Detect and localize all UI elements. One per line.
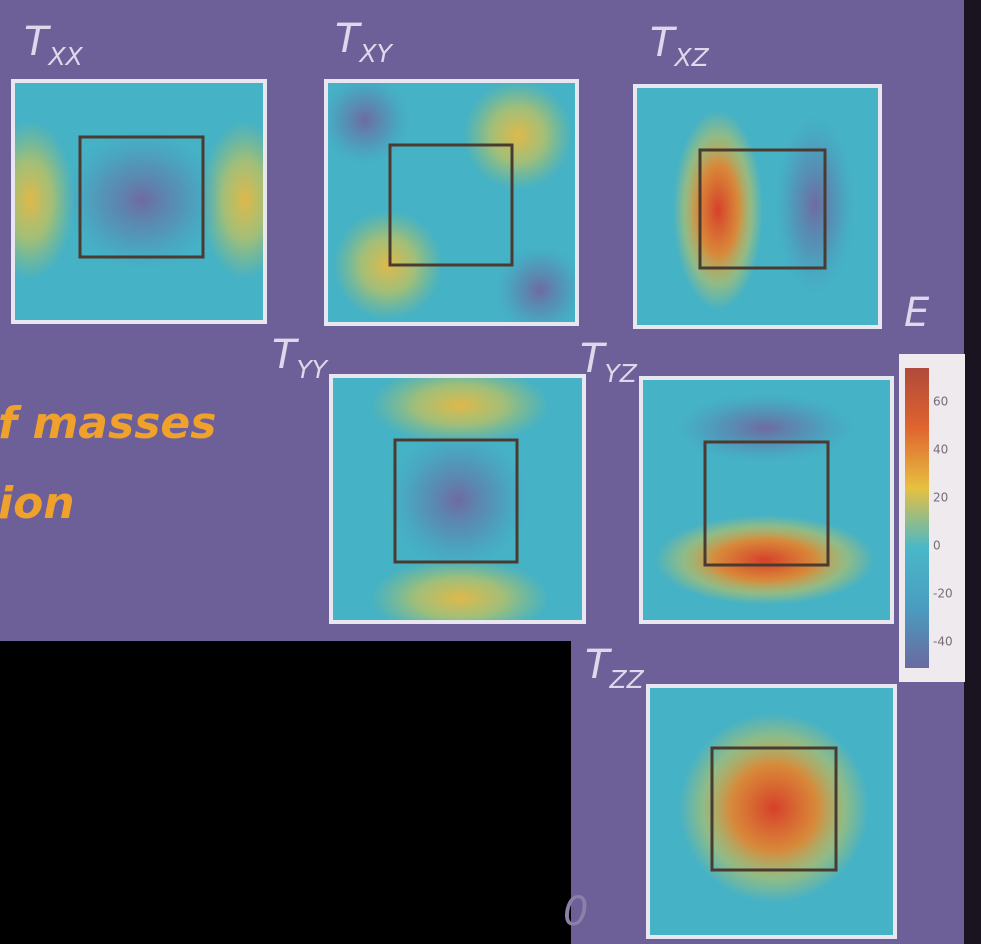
heatmap bbox=[15, 83, 263, 320]
heatmap-panel bbox=[646, 684, 897, 939]
colorbar: E 60 40 20 0 -20 -40 bbox=[899, 290, 965, 682]
label-main: T bbox=[24, 19, 52, 65]
mass-outline bbox=[710, 746, 838, 872]
label-sub: XX bbox=[46, 42, 83, 71]
label-main: T bbox=[585, 642, 613, 688]
edge bbox=[964, 0, 981, 944]
heatmap bbox=[637, 88, 878, 325]
panel-label: TYZ bbox=[580, 336, 638, 388]
colorbar-tick-label: 60 bbox=[933, 395, 948, 409]
slide-text: 0 bbox=[563, 889, 588, 935]
label-sub: XZ bbox=[672, 43, 709, 72]
heatmap-blob bbox=[679, 713, 869, 903]
heatmap-blob bbox=[775, 115, 855, 295]
label-main: T bbox=[580, 336, 608, 382]
heatmap-blob bbox=[15, 120, 75, 280]
panel-label: TZZ bbox=[585, 642, 645, 694]
colorbar-tick-label: 0 bbox=[933, 539, 941, 553]
heatmap-blob bbox=[655, 515, 875, 605]
panel-label: TXX bbox=[24, 19, 84, 71]
mass-outline bbox=[393, 438, 519, 564]
panel-label: TXZ bbox=[650, 20, 710, 72]
heatmap-blob bbox=[328, 83, 410, 165]
heatmap-panel bbox=[324, 79, 579, 326]
mass-outline bbox=[78, 135, 205, 259]
heatmap-panel bbox=[633, 84, 882, 329]
label-sub: YZ bbox=[604, 359, 637, 388]
heatmap-blob bbox=[388, 430, 528, 570]
colorbar-tick-label: -20 bbox=[933, 587, 953, 601]
panels bbox=[11, 79, 897, 939]
heatmap-blob bbox=[673, 110, 763, 310]
heatmap bbox=[643, 380, 890, 620]
heatmap bbox=[328, 83, 575, 322]
heatmap-blob bbox=[62, 130, 222, 270]
colorbar-tick-label: 20 bbox=[933, 491, 948, 505]
colorbar-title: E bbox=[904, 290, 930, 336]
slide-text: ion bbox=[0, 478, 75, 529]
heatmap-blob bbox=[370, 558, 550, 620]
label-sub: XY bbox=[357, 39, 393, 68]
colorbar-ticks: 60 40 20 0 -20 -40 bbox=[933, 395, 953, 649]
heatmap-blob bbox=[370, 378, 550, 445]
panel-label: TXY bbox=[335, 16, 394, 68]
heatmap-blob bbox=[200, 120, 263, 280]
heatmap-blob bbox=[495, 245, 575, 322]
heatmap-panel bbox=[639, 376, 894, 624]
label-sub: YY bbox=[296, 355, 328, 384]
mass-outline bbox=[388, 143, 514, 267]
heatmap-panel bbox=[11, 79, 267, 324]
label-main: T bbox=[650, 20, 678, 66]
heatmap-panel bbox=[329, 374, 586, 624]
label-main: T bbox=[335, 16, 363, 62]
mass-outline bbox=[703, 440, 830, 567]
label-main: T bbox=[272, 332, 300, 378]
heatmap-blob bbox=[463, 83, 573, 190]
heatmap-blob bbox=[333, 210, 443, 320]
colorbar-strip bbox=[905, 368, 929, 668]
heatmap-blob bbox=[675, 393, 855, 463]
heatmap bbox=[333, 378, 582, 620]
colorbar-tick-label: 40 bbox=[933, 443, 948, 457]
panel-label: TYY bbox=[272, 332, 329, 384]
heatmap bbox=[650, 688, 893, 935]
label-sub: ZZ bbox=[608, 665, 644, 694]
occlusion bbox=[0, 641, 571, 944]
mass-outline bbox=[698, 148, 827, 270]
colorbar-tick-label: -40 bbox=[933, 635, 953, 649]
slide-text: f masses bbox=[0, 398, 216, 449]
